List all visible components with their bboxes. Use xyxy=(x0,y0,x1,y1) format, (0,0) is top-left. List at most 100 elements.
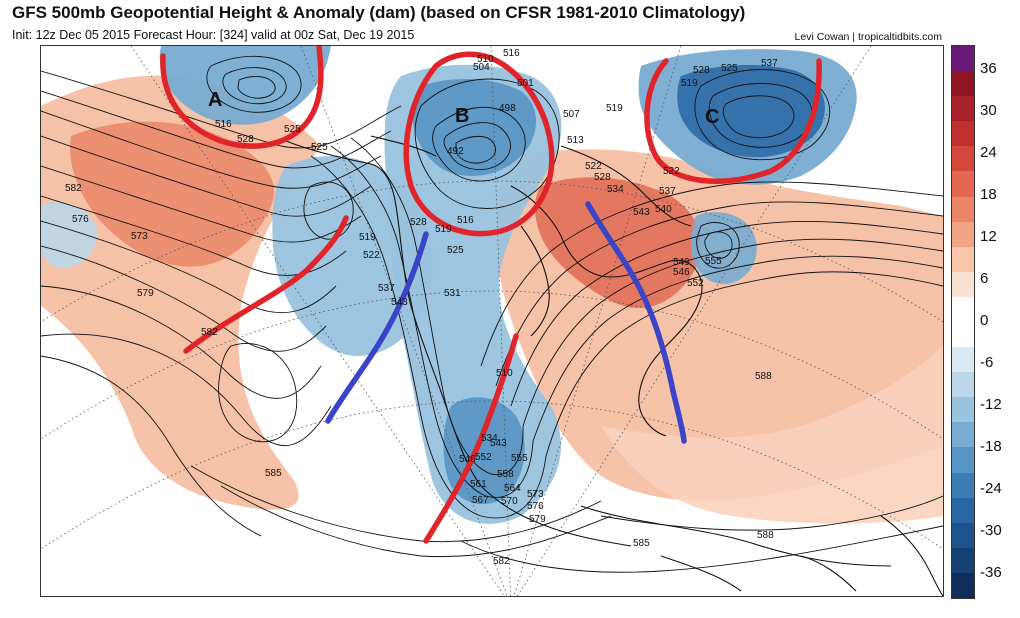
colorbar-cell xyxy=(952,71,974,97)
colorbar-tick-label: 0 xyxy=(980,312,989,329)
height-label: 528 xyxy=(237,134,254,145)
graticule xyxy=(41,46,943,596)
colorbar-tick-label: 6 xyxy=(980,270,989,287)
height-contours xyxy=(41,55,943,573)
map-title: GFS 500mb Geopotential Height & Anomaly … xyxy=(12,3,746,22)
height-label: 525 xyxy=(311,142,328,153)
colorbar-tick-label: 18 xyxy=(980,186,997,203)
height-label: 567 xyxy=(472,495,489,506)
height-label: 573 xyxy=(131,231,148,242)
colorbar-cell xyxy=(952,447,974,474)
colorbar-tick-label: 30 xyxy=(980,102,997,119)
colorbar-cell xyxy=(952,422,974,448)
negative-anomaly-central-core xyxy=(412,79,536,176)
height-label: 576 xyxy=(72,214,89,225)
negative-anomaly-pacific-west xyxy=(41,202,97,269)
map-credit: Levi Cowan | tropicaltidbits.com xyxy=(794,31,942,43)
blue-line-east xyxy=(585,201,687,444)
height-label: 543 xyxy=(391,297,408,308)
height-label: 585 xyxy=(633,538,650,549)
positive-anomaly-east-core xyxy=(535,177,702,308)
height-label: 549 xyxy=(673,257,690,268)
height-label: 528 xyxy=(410,217,427,228)
height-label: 537 xyxy=(659,186,676,197)
colorbar-cell xyxy=(952,246,974,273)
height-label: 588 xyxy=(755,371,772,382)
colorbar-cell xyxy=(952,572,974,599)
colorbar-cell xyxy=(952,196,974,223)
height-label: 579 xyxy=(137,288,154,299)
red-circle-b xyxy=(403,51,555,237)
height-label: 531 xyxy=(444,288,461,299)
red-line-west xyxy=(183,215,349,354)
height-label: 510 xyxy=(477,54,494,65)
height-label: 528 xyxy=(594,172,611,183)
colorbar-cell xyxy=(952,146,974,172)
height-label: 516 xyxy=(457,215,474,226)
height-label: 582 xyxy=(201,327,218,338)
height-label: 501 xyxy=(517,78,534,89)
height-label: 540 xyxy=(655,204,672,215)
height-label: 546 xyxy=(459,454,476,465)
height-label: 510 xyxy=(496,368,513,379)
height-label: 522 xyxy=(363,250,380,261)
colorbar-tick-label: -36 xyxy=(980,564,1002,581)
height-label: 516 xyxy=(503,48,520,59)
height-label: 552 xyxy=(475,452,492,463)
colorbar-cell xyxy=(952,171,974,198)
colorbar-cell xyxy=(952,522,974,549)
height-label: 534 xyxy=(607,184,624,195)
colorbar-cell xyxy=(952,397,974,423)
colorbar-cell xyxy=(952,547,974,574)
height-label: 558 xyxy=(497,469,514,480)
colorbar-tick-label: 24 xyxy=(980,144,997,161)
colorbar-tick-label: 36 xyxy=(980,60,997,77)
negative-anomaly-central xyxy=(384,64,562,524)
height-label: 543 xyxy=(490,438,507,449)
letter-b: B xyxy=(455,105,469,127)
blue-annotations xyxy=(325,201,687,444)
colorbar-cell xyxy=(952,497,974,524)
anomaly-shading xyxy=(41,46,943,524)
colorbar-tick-label: -30 xyxy=(980,522,1002,539)
pattern-letters: A B C xyxy=(208,89,719,128)
colorbar-cell xyxy=(952,121,974,147)
colorbar-cell xyxy=(952,46,974,72)
height-label: 582 xyxy=(493,556,510,567)
height-label: 585 xyxy=(265,468,282,479)
colorbar-cell xyxy=(952,347,974,373)
height-label: 504 xyxy=(473,62,490,73)
height-labels: 516 528 525 525 582 576 573 579 582 585 … xyxy=(65,48,778,567)
colorbar-tick-label: 12 xyxy=(980,228,997,245)
letter-c: C xyxy=(705,106,719,128)
colorbar-tick-label: -6 xyxy=(980,354,994,371)
height-label: 555 xyxy=(705,256,722,267)
blue-line-west xyxy=(325,231,429,424)
height-label: 522 xyxy=(585,161,602,172)
height-label: 522 xyxy=(663,166,680,177)
colorbar-cell xyxy=(952,472,974,499)
height-label: 519 xyxy=(681,78,698,89)
colorbar-tick-label: -24 xyxy=(980,480,1002,497)
map-subtitle: Init: 12z Dec 05 2015 Forecast Hour: [32… xyxy=(12,28,415,42)
height-label: 555 xyxy=(511,453,528,464)
colorbar-cell xyxy=(952,322,974,348)
height-label: 576 xyxy=(527,501,544,512)
height-label: 525 xyxy=(721,63,738,74)
red-circle-c xyxy=(644,58,822,184)
height-label: 492 xyxy=(447,146,464,157)
negative-anomaly-northeast-core xyxy=(677,64,825,158)
red-annotations xyxy=(160,46,822,544)
height-label: 588 xyxy=(757,530,774,541)
height-label: 537 xyxy=(761,58,778,69)
height-label: 552 xyxy=(687,278,704,289)
negative-anomaly-atlantic xyxy=(690,212,757,285)
height-label: 507 xyxy=(563,109,580,120)
height-label: 570 xyxy=(501,496,518,507)
red-line-south xyxy=(423,333,519,544)
height-label: 564 xyxy=(504,483,521,494)
height-label: 513 xyxy=(567,135,584,146)
letter-a: A xyxy=(208,89,222,111)
positive-anomaly-south xyxy=(601,346,943,524)
height-label: 546 xyxy=(673,267,690,278)
